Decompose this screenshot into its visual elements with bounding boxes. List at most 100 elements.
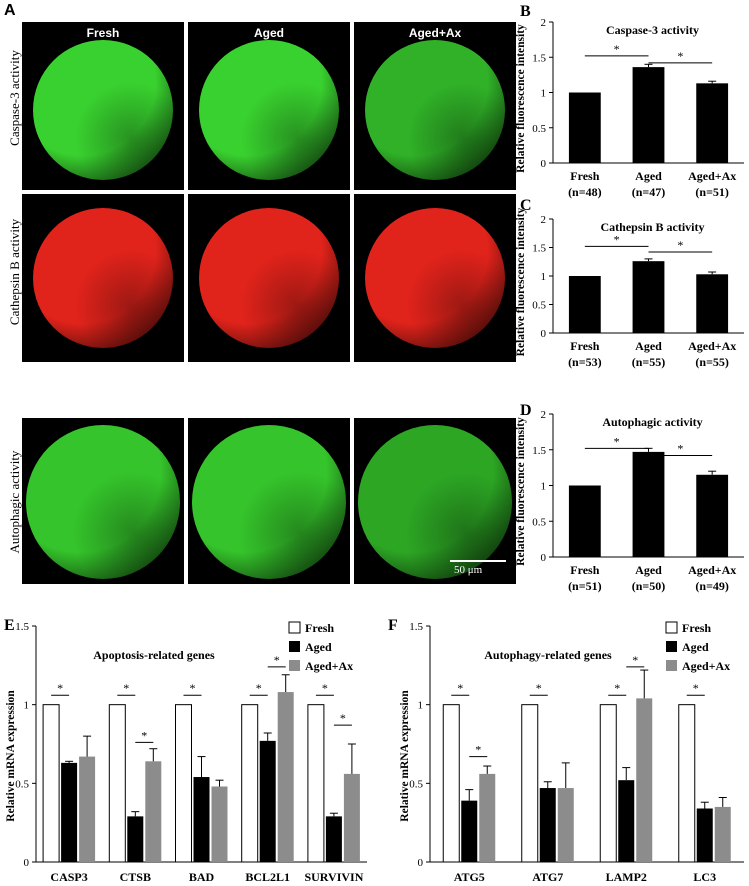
y-tick-label-b: 2 xyxy=(541,17,547,29)
y-tick-label-d: 1.5 xyxy=(532,445,546,457)
sig-star-e-6: * xyxy=(322,681,328,695)
y-tick-label-b: 0 xyxy=(541,158,547,170)
n-label-c-1: (n=55) xyxy=(632,355,666,369)
oocyte-cell xyxy=(199,40,339,180)
legend-swatch-e-1 xyxy=(289,641,300,652)
y-tick-label-d: 2 xyxy=(541,409,547,421)
bar-e-aged-0 xyxy=(61,762,78,862)
category-label-e-2: BAD xyxy=(189,870,215,884)
legend-swatch-e-2 xyxy=(289,660,300,671)
bar-f-agedax-2 xyxy=(636,698,653,862)
column-label-0: Fresh xyxy=(86,26,120,40)
chart-title-c: Cathepsin B activity xyxy=(600,220,704,234)
bar-f-aged-1 xyxy=(539,788,556,862)
column-label-1: Aged xyxy=(254,26,284,40)
bar-e-fresh-2 xyxy=(175,704,192,863)
y-tick-label-f: 0 xyxy=(418,857,424,869)
bar-e-aged-3 xyxy=(259,740,276,862)
bar-f-fresh-3 xyxy=(678,704,696,863)
sig-star-e-5: * xyxy=(274,653,280,667)
category-label-f-2: LAMP2 xyxy=(606,870,647,884)
bar-c-0 xyxy=(568,276,601,333)
bar-b-1 xyxy=(632,67,665,163)
bar-d-0 xyxy=(568,485,601,557)
y-tick-label-d: 0 xyxy=(541,552,547,564)
n-label-b-0: (n=48) xyxy=(568,185,602,199)
sig-star-f-0: * xyxy=(457,681,463,695)
sig-star-e-4: * xyxy=(256,681,262,695)
micrograph-r1-c2 xyxy=(354,194,516,362)
y-axis-label-e: Relative mRNA expression xyxy=(5,690,17,822)
micrograph-r0-c2: Aged+Ax xyxy=(354,22,516,190)
bar-e-fresh-4 xyxy=(307,704,325,863)
bar-b-0 xyxy=(568,92,601,163)
oocyte-cell xyxy=(365,208,505,348)
panel-label-e: E xyxy=(4,617,15,634)
scale-bar-label: 50 μm xyxy=(454,564,483,576)
bar-f-fresh-1 xyxy=(521,704,539,863)
category-label-b-1: Aged xyxy=(635,169,662,183)
bar-f-aged-2 xyxy=(618,780,635,862)
panel-label-f: F xyxy=(388,617,398,634)
chart-title-b: Caspase-3 activity xyxy=(606,23,699,37)
chart-title-f: Autophagy-related genes xyxy=(484,648,612,662)
bar-f-agedax-1 xyxy=(557,788,574,862)
micrograph-r2-c0 xyxy=(22,418,184,584)
category-label-d-0: Fresh xyxy=(570,563,599,577)
legend-label-e-1: Aged xyxy=(305,640,332,654)
panel-label-b: B xyxy=(520,3,531,20)
y-axis-label-d: Relative fluorescence intensity xyxy=(515,417,527,566)
category-label-e-0: CASP3 xyxy=(50,870,87,884)
category-label-f-3: LC3 xyxy=(693,870,716,884)
y-axis-label-f: Relative mRNA expression xyxy=(399,690,411,822)
bar-f-aged-0 xyxy=(461,800,478,862)
bar-e-agedax-2 xyxy=(211,786,228,862)
bar-e-aged-4 xyxy=(325,816,342,862)
sig-star-d-0: * xyxy=(614,434,620,448)
y-tick-label-f: 1.5 xyxy=(409,621,423,633)
micrograph-r0-c0: Fresh xyxy=(22,22,184,190)
n-label-d-0: (n=51) xyxy=(568,579,602,593)
sig-star-c-0: * xyxy=(614,232,620,246)
category-label-c-0: Fresh xyxy=(570,339,599,353)
category-label-e-1: CTSB xyxy=(120,870,151,884)
y-tick-label-e: 1.5 xyxy=(15,621,29,633)
y-tick-label-d: 1 xyxy=(541,481,547,493)
legend-swatch-f-2 xyxy=(666,660,677,671)
oocyte-cell xyxy=(199,208,339,348)
bar-e-agedax-4 xyxy=(343,773,360,862)
sig-star-d-1: * xyxy=(677,441,683,455)
scale-bar xyxy=(450,560,506,562)
sig-star-e-7: * xyxy=(340,711,346,725)
bar-f-fresh-0 xyxy=(442,704,460,863)
sig-star-e-0: * xyxy=(57,681,63,695)
bar-e-fresh-1 xyxy=(108,704,126,863)
bar-f-agedax-3 xyxy=(714,806,731,862)
legend-label-f-1: Aged xyxy=(682,640,709,654)
bar-f-fresh-2 xyxy=(599,704,617,863)
sig-star-f-2: * xyxy=(536,681,542,695)
oocyte-cell xyxy=(26,425,180,579)
sig-star-b-1: * xyxy=(677,49,683,63)
oocyte-cell xyxy=(365,40,505,180)
y-tick-label-c: 1 xyxy=(541,271,547,283)
oocyte-cell xyxy=(358,425,512,579)
panel-label-c: C xyxy=(520,197,532,214)
sig-star-b-0: * xyxy=(614,42,620,56)
bar-e-aged-2 xyxy=(193,777,210,862)
micrograph-r0-c1: Aged xyxy=(188,22,350,190)
n-label-b-1: (n=47) xyxy=(632,185,666,199)
category-label-f-0: ATG5 xyxy=(454,870,485,884)
y-tick-label-f: 0.5 xyxy=(409,778,423,790)
micrograph-r2-c1 xyxy=(188,418,350,584)
bar-d-1 xyxy=(632,451,665,557)
y-tick-label-b: 1 xyxy=(541,88,547,100)
legend-swatch-f-1 xyxy=(666,641,677,652)
sig-star-f-3: * xyxy=(614,681,620,695)
bar-f-agedax-0 xyxy=(479,773,496,862)
legend-label-f-2: Aged+Ax xyxy=(682,659,730,673)
y-tick-label-b: 0.5 xyxy=(532,123,546,135)
sig-star-c-1: * xyxy=(677,238,683,252)
bar-e-aged-1 xyxy=(127,816,144,862)
bar-c-2 xyxy=(696,274,729,333)
